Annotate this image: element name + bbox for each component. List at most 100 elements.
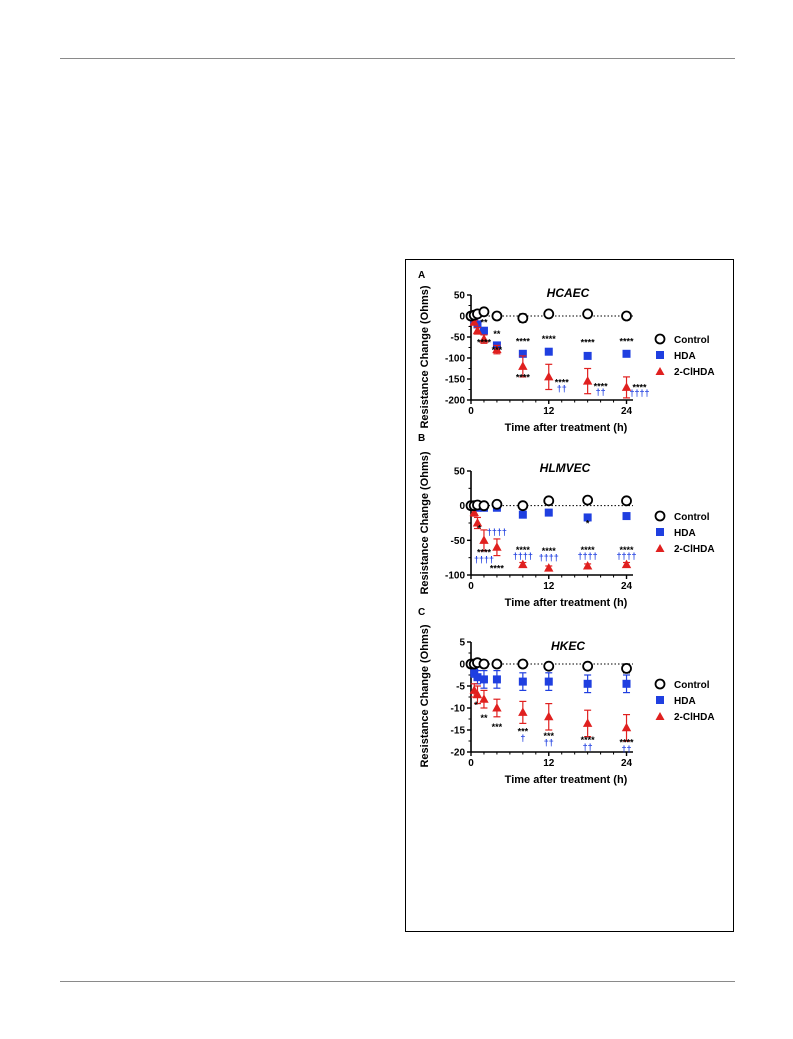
significance-marker: †††† [617, 551, 637, 561]
x-tick-label: 24 [621, 581, 633, 592]
significance-marker: **** [542, 334, 557, 344]
legend-marker-hda [656, 528, 664, 536]
significance-marker: ** [480, 713, 488, 723]
legend-marker-2clhda [655, 544, 665, 552]
panel-title-a: HCAEC [547, 286, 590, 300]
legend-label-control: Control [674, 335, 710, 346]
data-point [621, 662, 632, 674]
legend-c: Control HDA 2-ClHDA [654, 678, 715, 723]
y-axis-label-a: Resistance Change (Ohms) [419, 285, 431, 428]
data-point [583, 513, 592, 522]
significance-marker: **** [516, 372, 531, 382]
significance-marker: **** [477, 337, 492, 347]
data-point [622, 512, 631, 521]
x-tick-label: 12 [543, 406, 555, 417]
x-tick-label: 12 [543, 581, 555, 592]
significance-marker: **** [620, 737, 635, 747]
significance-marker: ** [480, 318, 488, 328]
legend-marker-hda [656, 696, 664, 704]
y-tick-label: 0 [459, 312, 465, 323]
significance-marker: †††† [539, 552, 559, 562]
y-tick-label: -150 [445, 375, 465, 386]
legend-marker-2clhda [655, 367, 665, 375]
data-point [479, 326, 488, 335]
data-point [544, 711, 554, 721]
data-point [518, 349, 527, 358]
significance-marker: **** [555, 377, 570, 387]
data-point [582, 718, 593, 727]
data-point [518, 361, 528, 370]
data-point [479, 675, 488, 684]
data-point [472, 518, 483, 527]
panel-letter-c: C [418, 607, 425, 618]
significance-marker: †† [622, 744, 632, 754]
data-point [544, 677, 553, 686]
y-tick-label: -100 [445, 354, 465, 365]
legend-label-control: Control [674, 680, 710, 691]
significance-marker: **** [516, 545, 531, 555]
data-point [621, 310, 632, 322]
significance-marker: **** [594, 382, 609, 392]
data-point [491, 498, 503, 510]
data-point [518, 510, 527, 519]
significance-marker: †††† [513, 551, 533, 561]
data-point [517, 312, 529, 324]
y-tick-label: -5 [456, 682, 465, 693]
series-control [465, 657, 632, 674]
panel-letter-a: A [418, 270, 425, 281]
x-tick-label: 0 [468, 406, 474, 417]
y-axis-label-b: Resistance Change (Ohms) [419, 451, 431, 594]
significance-marker: *** [544, 731, 555, 741]
legend-label-2clhda: 2-ClHDA [674, 712, 715, 723]
legend-label-hda: HDA [674, 528, 696, 539]
legend-label-hda: HDA [674, 696, 696, 707]
significance-marker: †††† [578, 551, 598, 561]
significance-marker: **** [490, 564, 505, 574]
panel-title-b: HLMVEC [540, 461, 591, 475]
data-point [472, 325, 483, 335]
data-point [518, 707, 528, 716]
data-point [479, 535, 489, 544]
data-point [622, 349, 631, 358]
panel-a: A HCAEC Time after treatment (h) Resista… [418, 270, 715, 434]
panel-c: C HKEC Time after treatment (h) Resistan… [418, 607, 715, 786]
significance-marker: †††† [487, 527, 507, 537]
panel-b: B HLMVEC Time after treatment (h) Resist… [418, 433, 715, 609]
y-tick-label: -200 [445, 396, 465, 407]
data-point [621, 382, 632, 391]
significance-marker: **** [542, 546, 557, 556]
significance-marker: **** [581, 735, 596, 745]
legend-a: Control HDA 2-ClHDA [654, 333, 715, 378]
significance-marker: †† [583, 742, 593, 752]
data-point [478, 306, 490, 318]
series-hda [467, 660, 631, 694]
data-point [492, 703, 502, 712]
significance-marker: * [478, 523, 482, 533]
significance-marker: **** [632, 382, 647, 392]
y-tick-label: 0 [459, 660, 465, 671]
y-tick-label: 50 [454, 291, 466, 302]
legend-marker-control [654, 333, 666, 345]
data-point [492, 344, 502, 354]
data-point [478, 658, 490, 670]
series-control [465, 494, 632, 512]
data-point [543, 495, 555, 507]
series-2-clhda [466, 659, 632, 742]
y-tick-label: -50 [451, 536, 466, 547]
significance-marker: **** [620, 545, 635, 555]
data-point [473, 673, 482, 682]
significance-marker: **** [581, 337, 596, 347]
significance-marker: †† [544, 737, 554, 747]
significance-marker: *** [518, 726, 529, 736]
data-point [582, 560, 593, 570]
legend-label-2clhda: 2-ClHDA [674, 367, 715, 378]
data-point [544, 508, 553, 517]
significance-marker: ** [493, 329, 501, 339]
legend-b: Control HDA 2-ClHDA [654, 510, 715, 555]
data-point [582, 494, 594, 506]
significance-marker: **** [620, 337, 635, 347]
data-point [492, 675, 501, 684]
legend-marker-control [654, 678, 666, 690]
series-control [465, 306, 632, 324]
data-point [582, 660, 594, 672]
